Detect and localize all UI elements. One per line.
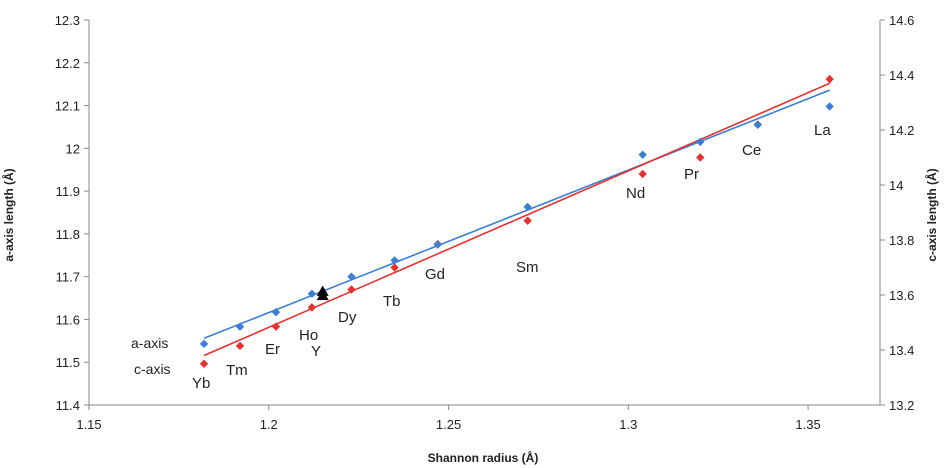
y-left-tick-label: 11.8 [56,227,80,242]
a-axis-point [390,256,399,265]
c-axis-point [390,263,399,272]
y-left-tick-label: 11.7 [56,270,80,285]
c-axis-point [523,216,532,225]
y-left-tick-label: 11.6 [56,312,80,327]
point-label-ce: Ce [742,142,761,159]
c-axis-point [271,322,281,331]
point-label-nd: Nd [626,185,645,202]
x-tick-label: 1.35 [795,417,820,432]
y-left-tick-label: 12.3 [55,13,80,28]
y-left-tick-label: 11.9 [56,184,80,199]
c-axis-point [235,341,245,351]
c-axis-point [638,169,647,179]
y-right-tick-label: 13.8 [889,233,914,248]
y-marker-label: Y [311,343,321,360]
x-tick-label: 1.3 [619,417,637,432]
y-left-tick-label: 11.4 [56,398,80,413]
y-left-tick-label: 12.1 [55,99,80,114]
y-right-tick-label: 14 [889,178,903,193]
y-left-tick-label: 12.2 [55,56,80,71]
point-label-pr: Pr [684,166,699,183]
y-right-tick-label: 13.4 [889,343,914,358]
point-label-dy: Dy [338,309,357,326]
points-group [199,74,834,368]
point-label-tm: Tm [226,362,248,379]
x-tick-label: 1.25 [436,417,461,432]
y-right-tick-label: 13.6 [889,288,914,303]
a-axis-point [523,202,532,212]
point-label-sm: Sm [516,259,539,276]
c-axis-point [199,359,209,368]
y-left-axis-title: a-axis length (Å) [1,168,16,261]
a-axis-point [433,240,442,249]
point-label-tb: Tb [383,293,401,310]
a-axis-point [347,272,356,281]
c-axis-trendline [203,82,830,357]
a-axis-point [235,322,245,331]
point-labels-group: Yb Tm Er Ho Dy Tb Gd Sm Nd Pr Ce La [192,122,831,392]
x-tick-label: 1.15 [76,417,101,432]
y-left-tick-label: 12 [66,141,80,156]
legend-c-axis: c-axis [134,361,171,377]
legend-a-axis: a-axis [131,335,168,351]
point-label-er: Er [265,341,280,358]
point-label-ho: Ho [299,327,318,344]
a-axis-point [696,137,705,147]
trendlines-group [203,82,830,357]
a-axis-point [307,289,317,298]
a-axis-point [753,120,762,130]
a-axis-point [271,307,281,317]
y-right-tick-label: 14.6 [889,13,914,28]
point-label-gd: Gd [425,266,445,283]
a-axis-point [199,339,209,349]
x-axis-title: Shannon radius (Å) [428,450,539,465]
c-axis-point [825,74,834,84]
point-label-yb: Yb [192,375,210,392]
x-tick-label: 1.2 [260,417,278,432]
a-axis-point [825,102,834,111]
c-axis-point [696,153,705,162]
y-right-axis-title: c-axis length (Å) [924,168,939,261]
c-axis-point [307,303,317,312]
c-axis-point [347,285,356,294]
a-axis-point [638,150,647,159]
y-right-tick-label: 14.2 [889,123,914,138]
a-axis-trendline [203,89,830,340]
y-right-tick-label: 14.4 [889,68,914,83]
y-left-tick-label: 11.5 [56,355,80,370]
point-label-la: La [814,122,831,139]
y-right-tick-label: 13.2 [889,398,914,413]
axes-group: 1.15 1.2 1.25 1.3 1.35 11.4 11.5 11.6 11.7 11.8 11… [55,13,915,432]
y-marker-triangle [316,289,329,301]
